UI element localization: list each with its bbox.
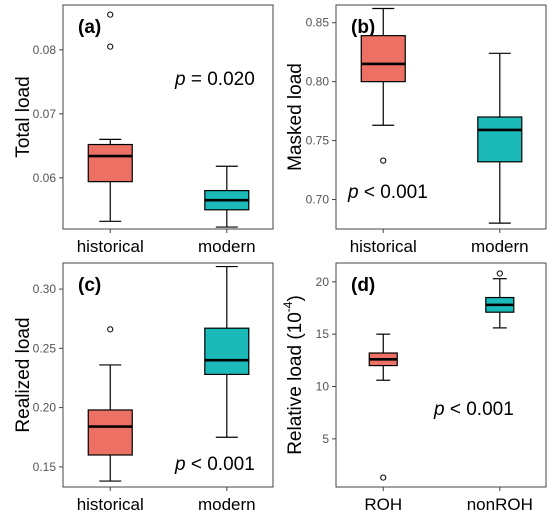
y-tick-label: 0.75 [306, 134, 330, 148]
outlier-point [380, 474, 387, 481]
y-tick-label: 0.25 [33, 341, 57, 355]
y-axis-label: Total load [13, 76, 34, 157]
y-tick-label: 5 [322, 432, 329, 446]
box-modern [204, 265, 250, 438]
y-tick-label: 0.70 [306, 193, 330, 207]
y-tick-label: 0.80 [306, 75, 330, 89]
panel-label: (c) [78, 275, 101, 296]
y-tick-label: 0.85 [306, 16, 330, 30]
p-value-annotation: p = 0.020 [174, 69, 255, 90]
x-tick-label: modern [198, 495, 256, 514]
y-tick-label: 0.06 [33, 171, 57, 185]
y-tick-label: 0.08 [33, 43, 57, 57]
panel-frame [62, 262, 274, 488]
p-symbol: p [433, 399, 445, 420]
box-modern [204, 165, 250, 228]
box-modern [477, 52, 523, 224]
box-historical [360, 7, 406, 164]
y-axis-label-text: Masked load [285, 63, 306, 171]
panel-frame [62, 4, 274, 230]
panel-a: 0.06 0.07 0.08 Total load (a) historical moder… [13, 4, 274, 256]
p-value-annotation: p < 0.001 [433, 399, 514, 420]
y-tick-label: 20 [316, 275, 330, 289]
p-value-annotation: p < 0.001 [347, 182, 428, 203]
y-tick-label: 0.20 [33, 401, 57, 415]
iqr-box [477, 116, 523, 163]
outlier-point [107, 11, 114, 18]
panel-frame [335, 4, 547, 230]
iqr-box [87, 409, 133, 456]
p-symbol: p [174, 69, 186, 90]
y-axis-label: Realized load [13, 317, 34, 432]
y-tick-label: 15 [316, 327, 330, 341]
box-historical [87, 326, 133, 482]
panel-d: 5 10 15 20 Relative load (10-4) (d) ROH nonROH p… [281, 262, 547, 514]
p-value-text: < 0.001 [445, 399, 514, 420]
x-tick-label: modern [198, 237, 256, 256]
y-axis-label-superscript: -4 [281, 301, 295, 312]
y-axis-label: Masked load [285, 63, 306, 171]
panel-label: (d) [351, 275, 375, 296]
x-tick-label: historical [77, 237, 144, 256]
y-axis-label-text: Realized load [13, 317, 34, 432]
x-tick-label: ROH [364, 495, 402, 514]
x-tick-label: nonROH [467, 495, 533, 514]
panel-label: (b) [351, 17, 375, 38]
y-axis-label-end: ) [285, 295, 306, 301]
box-historical [87, 11, 133, 222]
outlier-point [107, 43, 114, 50]
iqr-box [360, 35, 406, 83]
outlier-point [496, 270, 503, 277]
y-tick-label: 0.07 [33, 107, 57, 121]
y-axis-label-text: Total load [13, 76, 34, 157]
panel-label: (a) [78, 17, 101, 38]
y-tick-label: 0.30 [33, 282, 57, 296]
p-value-text: = 0.020 [186, 69, 255, 90]
box-nonROH [485, 270, 515, 329]
p-value-text: < 0.001 [186, 454, 255, 475]
y-tick-label: 10 [316, 380, 330, 394]
panel-frame [335, 262, 547, 488]
outlier-point [107, 326, 114, 333]
p-value-text: < 0.001 [359, 182, 428, 203]
box-ROH [368, 333, 398, 481]
x-tick-label: historical [77, 495, 144, 514]
outlier-point [380, 157, 387, 164]
x-tick-label: modern [471, 237, 529, 256]
iqr-box [87, 143, 133, 183]
x-tick-label: historical [350, 237, 417, 256]
y-tick-label: 0.15 [33, 460, 57, 474]
y-axis-label-text: Relative load (10 [285, 312, 306, 455]
panel-c: 0.15 0.20 0.25 0.30 Realized load (c) historic… [13, 262, 274, 514]
p-symbol: p [347, 182, 359, 203]
y-axis-label: Relative load (10-4) [281, 295, 306, 455]
iqr-box [204, 327, 250, 376]
panel-b: 0.70 0.75 0.80 0.85 Masked load (b) historical… [285, 4, 547, 256]
p-value-annotation: p < 0.001 [174, 454, 255, 475]
p-symbol: p [174, 454, 186, 475]
